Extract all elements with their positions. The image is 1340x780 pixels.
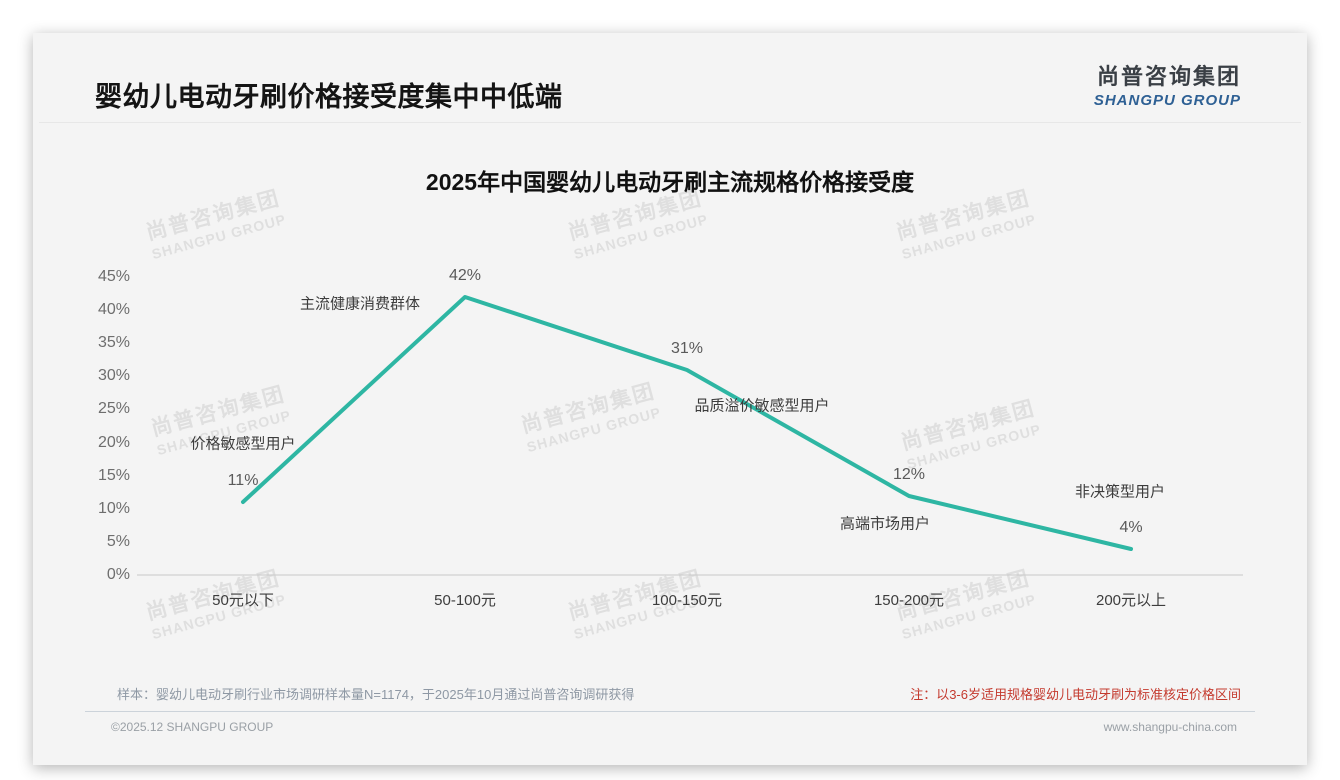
logo-cn-text: 尚普咨询集团 (1096, 64, 1241, 89)
copyright-text: ©2025.12 SHANGPU GROUP (111, 720, 274, 734)
logo-en-text: SHANGPU GROUP (1093, 92, 1241, 109)
line-chart: 45% 40% 35% 30% 25% 20% 15% 10% 5% 0% 50元以下 50-100元… (33, 33, 1307, 765)
data-point-value-label: 11% (227, 472, 259, 489)
y-axis-tick-label: 25% (97, 400, 130, 417)
company-logo: 尚普咨询集团 SHANGPU GROUP (1094, 59, 1241, 109)
series-annotation: 非决策型用户 (1074, 483, 1166, 501)
data-point-value-label: 31% (670, 340, 704, 357)
y-axis-tick-label: 35% (97, 334, 130, 351)
sample-note: 样本：婴幼儿电动牙刷行业市场调研样本量N=1174，于2025年10月通过尚普咨… (117, 687, 635, 702)
y-axis-tick-label: 20% (97, 434, 130, 451)
footer-divider (85, 711, 1255, 712)
x-axis-category-label: 100-150元 (651, 592, 723, 609)
y-axis-tick-label: 5% (106, 533, 130, 550)
series-annotation: 主流健康消费群体 (299, 295, 421, 313)
x-axis-category-label: 200元以上 (1095, 592, 1167, 609)
y-axis-tick-label: 10% (97, 500, 130, 517)
series-annotation: 品质溢价敏感型用户 (694, 397, 830, 415)
data-series-line (241, 295, 1133, 551)
data-point-value-label: 4% (1119, 519, 1143, 536)
y-axis-tick-label: 45% (97, 268, 130, 285)
x-axis-category-label: 150-200元 (873, 592, 945, 609)
slide-card: 婴幼儿电动牙刷价格接受度集中中低端 尚普咨询集团 SHANGPU GROUP 尚… (33, 33, 1307, 765)
price-definition-note: 注：以3-6岁适用规格婴幼儿电动牙刷为标准核定价格区间 (910, 687, 1241, 702)
website-url: www.shangpu-china.com (1103, 720, 1237, 734)
series-annotation: 高端市场用户 (839, 515, 931, 533)
y-axis-tick-label: 40% (97, 301, 130, 318)
page-title: 婴幼儿电动牙刷价格接受度集中中低端 (95, 82, 563, 112)
y-axis-tick-label: 15% (97, 467, 130, 484)
y-axis-tick-label: 0% (106, 566, 130, 583)
series-annotation: 价格敏感型用户 (190, 435, 296, 453)
chart-title: 2025年中国婴幼儿电动牙刷主流规格价格接受度 (425, 169, 915, 195)
y-axis-tick-label: 30% (97, 367, 130, 384)
title-divider (39, 122, 1301, 123)
x-axis-category-label: 50-100元 (434, 592, 496, 609)
data-point-value-label: 42% (448, 267, 482, 284)
chart-canvas (137, 295, 1243, 576)
x-axis-category-label: 50元以下 (212, 592, 274, 609)
data-point-value-label: 12% (892, 466, 926, 483)
